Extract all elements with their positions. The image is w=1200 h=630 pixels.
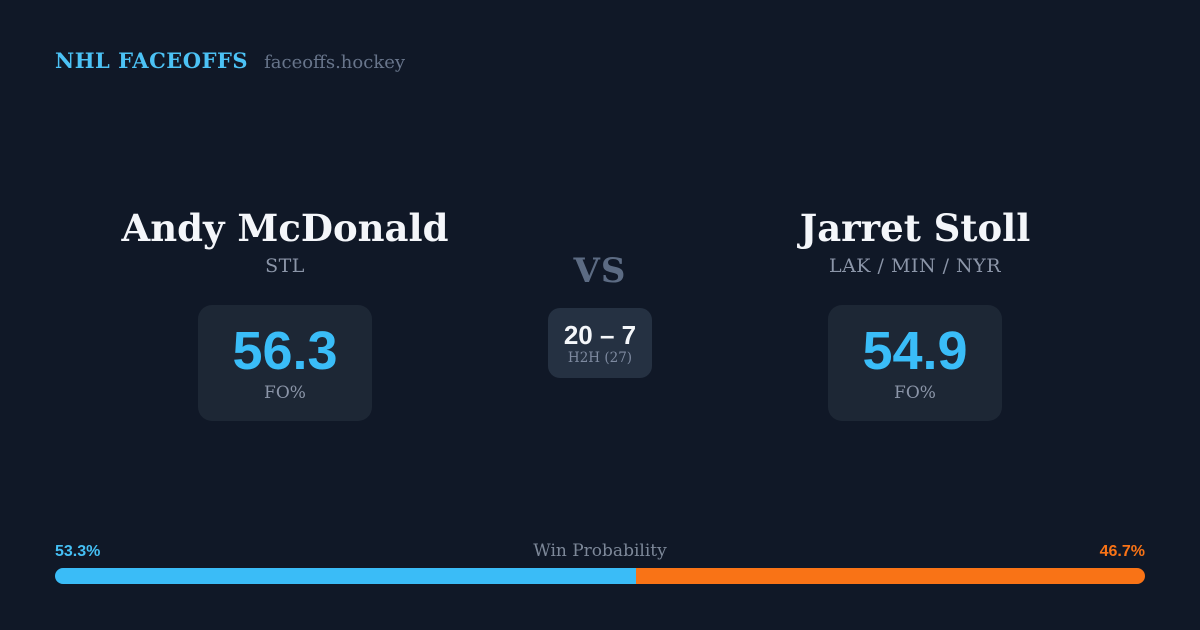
player2-name: Jarret Stoll [799,206,1031,250]
h2h-label: H2H (27) [567,349,633,366]
player1-name: Andy McDonald [121,206,449,250]
h2h-box: 20 – 7 H2H (27) [548,308,652,378]
brand-title: NHL FACEOFFS [55,48,249,73]
win-probability-right-pct: 46.7% [1099,543,1145,560]
player1-column: Andy McDonald STL 56.3 FO% [105,205,465,421]
player2-stat-label: FO% [894,383,936,403]
win-probability-labels: 53.3% Win Probability 46.7% [55,541,1145,561]
win-probability-title: Win Probability [533,541,667,561]
win-probability-bar [55,568,1145,584]
h2h-record: 20 – 7 [563,319,637,350]
win-probability-left-pct: 53.3% [55,543,101,560]
header: NHL FACEOFFS faceoffs.hockey [55,48,405,73]
player2-teams: LAK / MIN / NYR [828,255,1002,277]
vs-label: VS [573,251,627,291]
player2-fo-pct: 54.9 [862,321,968,381]
player1-teams: STL [265,255,305,277]
win-bar-right-segment [635,568,1145,584]
player1-fo-pct: 56.3 [232,321,338,381]
site-url: faceoffs.hockey [264,52,406,73]
player1-stat-label: FO% [264,383,306,403]
win-bar-left-segment [55,568,636,584]
vs-column: VS 20 – 7 H2H (27) [500,251,700,378]
player2-stat-card: 54.9 FO% [828,305,1002,421]
player1-stat-card: 56.3 FO% [198,305,372,421]
player2-column: Jarret Stoll LAK / MIN / NYR 54.9 FO% [735,205,1095,421]
